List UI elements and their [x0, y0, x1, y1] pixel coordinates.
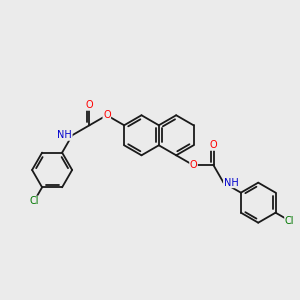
Text: Cl: Cl	[29, 196, 39, 206]
Text: NH: NH	[224, 178, 238, 188]
Text: O: O	[103, 110, 111, 120]
Text: O: O	[190, 160, 197, 170]
Text: NH: NH	[57, 130, 72, 140]
Text: O: O	[210, 140, 217, 150]
Text: Cl: Cl	[285, 216, 294, 226]
Text: O: O	[86, 100, 93, 110]
